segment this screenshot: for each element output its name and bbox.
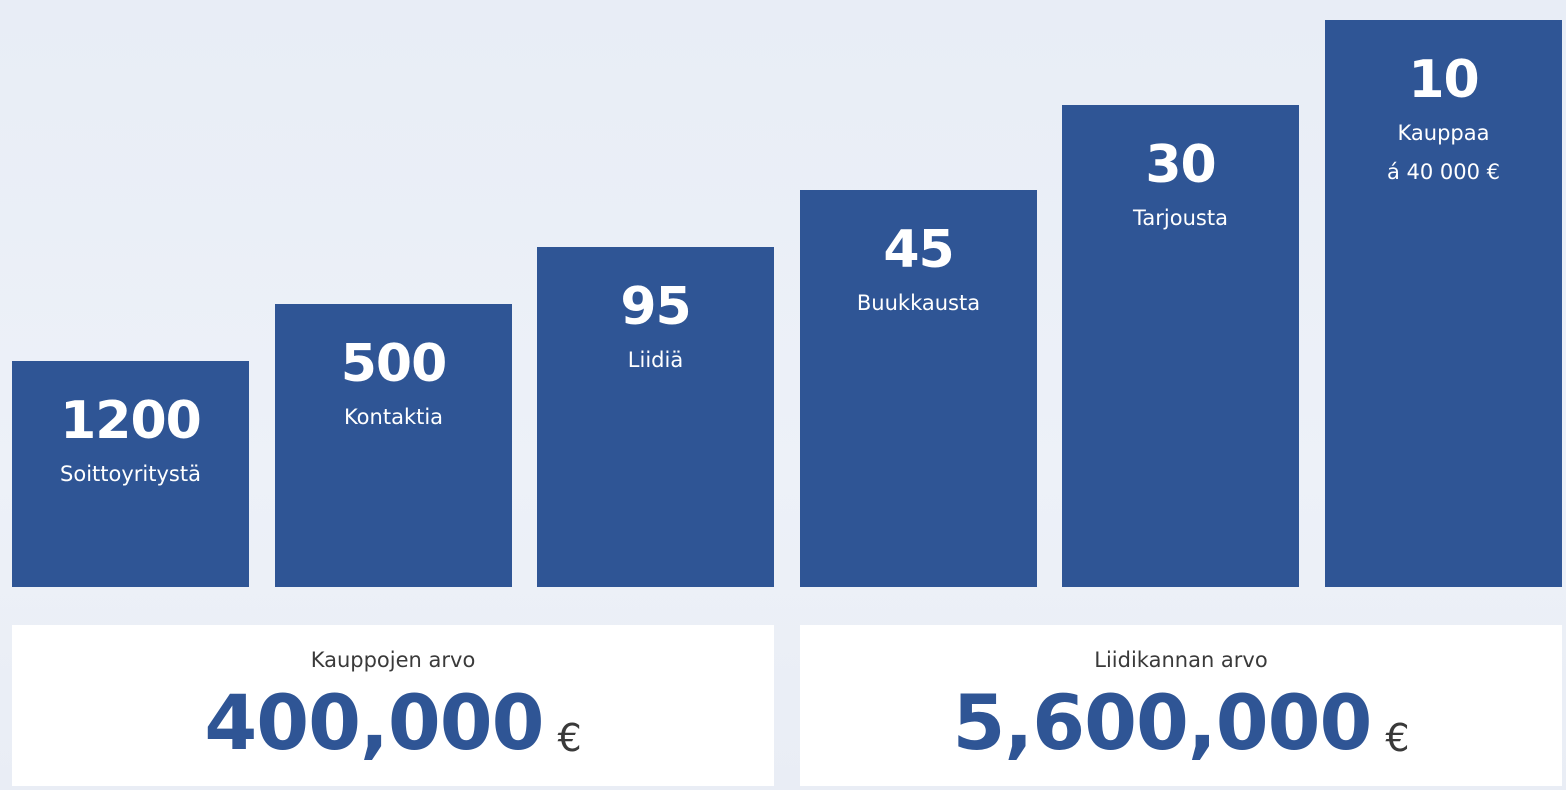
funnel-step-value: 30 bbox=[1145, 135, 1216, 195]
currency-symbol: € bbox=[557, 716, 582, 760]
panel-title: Kauppojen arvo bbox=[310, 648, 476, 672]
deals-value-panel: Kauppojen arvo 400,000 € bbox=[12, 625, 774, 786]
funnel-step-call-attempts: 1200 Soittoyritystä bbox=[12, 361, 249, 587]
funnel-step-label: Kontaktia bbox=[343, 405, 444, 429]
funnel-step-label: Tarjousta bbox=[1133, 206, 1228, 230]
funnel-step-value: 45 bbox=[883, 220, 954, 280]
panel-amount: 5,600,000 € bbox=[800, 681, 1562, 780]
funnel-step-bookings: 45 Buukkausta bbox=[800, 190, 1037, 587]
funnel-step-contacts: 500 Kontaktia bbox=[275, 304, 512, 587]
amount-number: 400,000 bbox=[204, 678, 544, 767]
funnel-step-label: Soittoyritystä bbox=[60, 462, 201, 486]
panel-amount: 400,000 € bbox=[12, 681, 774, 780]
funnel-step-value: 1200 bbox=[60, 391, 202, 451]
leadbase-value-panel: Liidikannan arvo 5,600,000 € bbox=[800, 625, 1562, 786]
funnel-step-label: Buukkausta bbox=[856, 291, 981, 315]
funnel-step-value: 10 bbox=[1408, 50, 1479, 110]
funnel-step-value: 500 bbox=[340, 334, 448, 394]
amount-number: 5,600,000 bbox=[952, 678, 1372, 767]
funnel-step-label: Kauppaa bbox=[1397, 121, 1490, 145]
funnel-step-offers: 30 Tarjousta bbox=[1062, 105, 1299, 587]
funnel-step-sublabel: á 40 000 € bbox=[1386, 160, 1501, 184]
panel-title: Liidikannan arvo bbox=[1094, 648, 1268, 672]
funnel-step-label: Liidiä bbox=[627, 348, 684, 372]
currency-symbol: € bbox=[1385, 716, 1410, 760]
funnel-step-deals: 10 Kauppaa á 40 000 € bbox=[1325, 20, 1562, 587]
funnel-step-value: 95 bbox=[620, 277, 691, 337]
funnel-step-leads: 95 Liidiä bbox=[537, 247, 774, 587]
